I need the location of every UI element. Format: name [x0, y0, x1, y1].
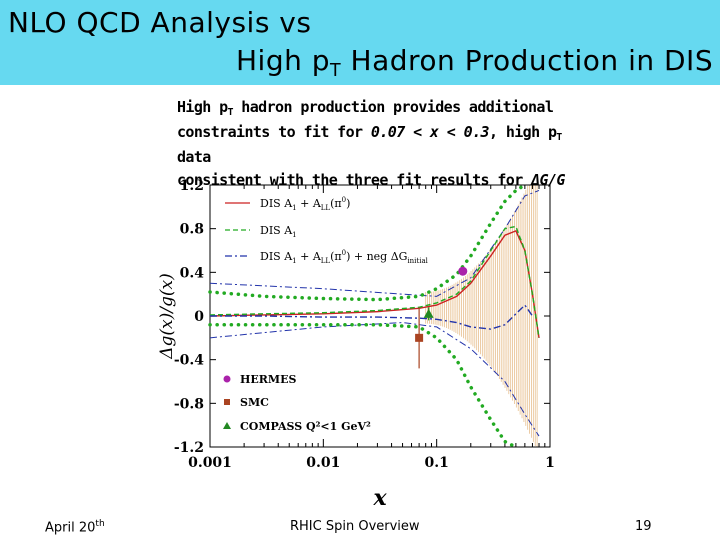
footer-date-text: April 20 — [45, 520, 96, 536]
legend-label-segment: LL — [321, 257, 331, 265]
slide-title-line2: High pT Hadron Production in DIS — [236, 44, 714, 81]
intro-line-1: High pT hadron production provides addit… — [177, 96, 597, 121]
legend-line-label: DIS A1 — [260, 224, 297, 239]
legend-label-segment: ) — [346, 197, 350, 210]
legend-label-segment: DIS A — [260, 250, 293, 263]
x-tick-label: 0.1 — [424, 455, 448, 471]
legend-label-segment: DIS A — [260, 197, 293, 210]
legend-label-segment: 1 — [292, 204, 296, 212]
chart-figure: 1.2 0.8 0.4 0 -0.4 -0.8 -1.2 0.001 0.01 0.1 1 x Δg(x… — [150, 170, 570, 511]
chart-svg: 1.2 0.8 0.4 0 -0.4 -0.8 -1.20.001 0.01 0.1 1 x Δg(x… — [157, 178, 555, 511]
legend-line-label: DIS A1 + ALL(π0) + neg ΔGinitial — [260, 249, 429, 265]
band-curve — [209, 189, 540, 297]
page-number: 19 — [635, 519, 652, 534]
x-tick-label: 0.01 — [306, 455, 340, 471]
legend-label-segment: + A — [297, 197, 322, 210]
footer-date: April 20th — [45, 519, 105, 535]
y-tick-label: 1.2 — [180, 178, 204, 194]
footer-title: RHIC Spin Overview — [290, 519, 420, 534]
legend-label-segment: DIS A — [260, 224, 293, 237]
intro-line-2: constraints to fit for 0.07 < x < 0.3, h… — [177, 121, 597, 169]
intro-text: data — [177, 148, 211, 166]
intro-text: , high p — [488, 123, 557, 141]
data-point-hermes — [458, 266, 468, 276]
y-tick-label: 0.4 — [180, 265, 205, 281]
legend-label-segment: 0 — [342, 249, 346, 257]
title-bar: NLO QCD Analysis vs High pT Hadron Produ… — [0, 0, 720, 85]
legend-marker-smc — [224, 399, 230, 405]
intro-x-range: 0.07 < x < 0.3 — [370, 123, 490, 141]
band-curve — [208, 322, 518, 449]
data-point-compass — [423, 308, 434, 318]
x-axis-label: x — [372, 485, 387, 510]
title-text: Hadron Production in DIS — [341, 44, 714, 77]
band-curve — [208, 183, 527, 302]
legend-label-segment: (π — [330, 250, 342, 263]
intro-text: constraints to fit for — [177, 123, 371, 141]
legend-label-segment: 0 — [342, 196, 346, 204]
series-line-dis_a1 — [209, 225, 540, 338]
legend-line-label: DIS A1 + ALL(π0) — [260, 196, 350, 212]
y-tick-label: 0.8 — [180, 222, 204, 238]
legend-marker-compass — [223, 422, 231, 429]
legend-label-segment: + A — [297, 250, 322, 263]
legend-label-segment: (π — [330, 197, 342, 210]
intro-text: High p — [177, 98, 228, 116]
legend-label-segment: ) + neg ΔG — [346, 250, 407, 263]
slide-title-line1: NLO QCD Analysis vs — [8, 6, 312, 39]
intro-text: hadron production provides additional — [232, 98, 554, 116]
legend-label-segment: 1 — [292, 231, 296, 239]
legend-label-segment: 1 — [292, 257, 296, 265]
y-tick-label: -1.2 — [174, 440, 204, 456]
intro-subscript: T — [227, 106, 234, 118]
y-axis-label: Δg(x)/g(x) — [157, 273, 177, 359]
y-tick-label: 0 — [194, 309, 204, 325]
title-subscript: T — [330, 61, 342, 82]
legend-marker-label: HERMES — [240, 373, 296, 386]
series-line-dis_neg — [210, 304, 534, 330]
legend-marker-hermes — [223, 375, 231, 383]
data-point-smc — [415, 333, 424, 342]
intro-subscript: T — [556, 131, 562, 143]
title-text: High p — [236, 44, 331, 77]
legend-marker-label: COMPASS Q²<1 GeV² — [240, 420, 371, 433]
legend-marker-label: SMC — [240, 396, 269, 409]
x-tick-label: 0.001 — [188, 455, 232, 471]
x-tick-label: 1 — [545, 455, 555, 471]
band-curve — [209, 322, 540, 437]
legend-label-segment: initial — [407, 257, 428, 265]
y-tick-label: -0.8 — [174, 396, 204, 412]
y-tick-label: -0.4 — [174, 353, 204, 369]
footer-date-sup: th — [95, 519, 105, 529]
legend-label-segment: LL — [321, 204, 331, 212]
